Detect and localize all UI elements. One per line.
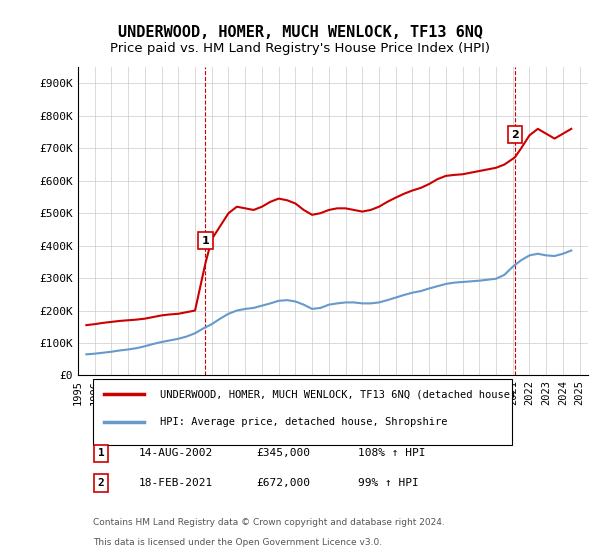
Text: 1: 1 [202,236,209,246]
Text: 2: 2 [511,129,519,139]
Text: Contains HM Land Registry data © Crown copyright and database right 2024.: Contains HM Land Registry data © Crown c… [94,517,445,526]
Text: This data is licensed under the Open Government Licence v3.0.: This data is licensed under the Open Gov… [94,538,382,547]
Text: UNDERWOOD, HOMER, MUCH WENLOCK, TF13 6NQ (detached house): UNDERWOOD, HOMER, MUCH WENLOCK, TF13 6NQ… [160,390,516,399]
Text: 108% ↑ HPI: 108% ↑ HPI [359,449,426,459]
FancyBboxPatch shape [94,379,511,445]
Text: 99% ↑ HPI: 99% ↑ HPI [359,478,419,488]
Text: 2: 2 [98,478,104,488]
Text: Price paid vs. HM Land Registry's House Price Index (HPI): Price paid vs. HM Land Registry's House … [110,42,490,55]
Text: 14-AUG-2002: 14-AUG-2002 [139,449,214,459]
Text: 18-FEB-2021: 18-FEB-2021 [139,478,214,488]
Text: 1: 1 [98,449,104,459]
Text: £345,000: £345,000 [257,449,311,459]
Text: £672,000: £672,000 [257,478,311,488]
Text: UNDERWOOD, HOMER, MUCH WENLOCK, TF13 6NQ: UNDERWOOD, HOMER, MUCH WENLOCK, TF13 6NQ [118,25,482,40]
Text: HPI: Average price, detached house, Shropshire: HPI: Average price, detached house, Shro… [160,417,447,427]
